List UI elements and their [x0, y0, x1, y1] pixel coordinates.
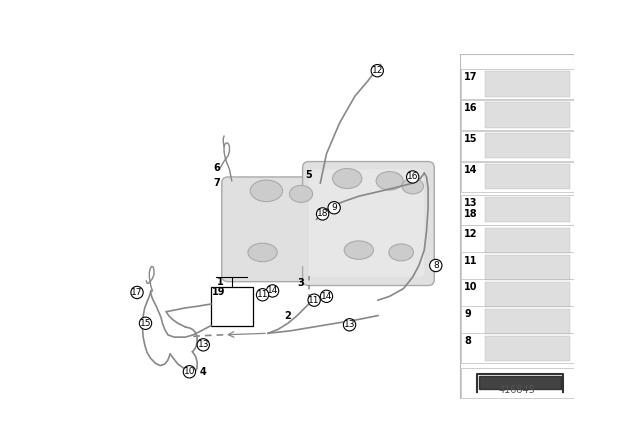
Bar [461, 252, 573, 282]
Bar [485, 102, 570, 128]
Text: 11: 11 [308, 296, 320, 305]
Bar [485, 255, 570, 280]
Text: 8: 8 [464, 336, 471, 346]
Ellipse shape [250, 180, 283, 202]
Text: 15: 15 [140, 319, 151, 328]
Text: 16: 16 [464, 103, 478, 113]
Polygon shape [479, 376, 561, 389]
Ellipse shape [389, 244, 413, 261]
Text: 10: 10 [184, 367, 195, 376]
Text: 11: 11 [464, 255, 478, 266]
Bar [461, 333, 573, 363]
Bar [461, 69, 573, 99]
Bar [485, 72, 570, 97]
Circle shape [140, 317, 152, 329]
Bar [485, 336, 570, 361]
Circle shape [197, 339, 209, 351]
FancyBboxPatch shape [308, 169, 424, 277]
Circle shape [266, 285, 279, 297]
Bar [485, 309, 570, 334]
Text: 14: 14 [267, 286, 278, 295]
Text: 7: 7 [213, 178, 220, 188]
Bar [461, 131, 573, 161]
Text: 17: 17 [131, 288, 143, 297]
FancyBboxPatch shape [303, 162, 435, 285]
Bar [461, 368, 573, 398]
Bar [461, 306, 573, 336]
Bar [485, 133, 570, 159]
Ellipse shape [248, 243, 277, 262]
Text: 9: 9 [464, 310, 471, 319]
Bar [297, 189, 320, 266]
Circle shape [308, 294, 320, 306]
Text: 15: 15 [464, 134, 478, 144]
Text: 4: 4 [200, 367, 207, 377]
Bar [461, 225, 573, 255]
Text: 13: 13 [344, 320, 355, 329]
Circle shape [371, 65, 383, 77]
Circle shape [328, 202, 340, 214]
Ellipse shape [376, 172, 403, 190]
Circle shape [344, 319, 356, 331]
Bar [461, 280, 573, 310]
Bar [461, 162, 573, 192]
Text: 14: 14 [464, 165, 478, 175]
Circle shape [316, 208, 329, 220]
Bar [485, 197, 570, 222]
Text: 416845: 416845 [499, 385, 536, 395]
Circle shape [257, 289, 269, 301]
Text: 14: 14 [321, 292, 332, 301]
Text: 9: 9 [332, 203, 337, 212]
Text: 11: 11 [257, 290, 268, 299]
Circle shape [429, 259, 442, 271]
Ellipse shape [289, 185, 312, 202]
Circle shape [406, 171, 419, 183]
Bar [485, 282, 570, 307]
Text: 8: 8 [433, 261, 438, 270]
Bar [211, 287, 253, 326]
Bar [461, 195, 573, 225]
FancyBboxPatch shape [221, 177, 319, 282]
Text: 13
18: 13 18 [464, 198, 478, 220]
Bar [461, 100, 573, 130]
Text: 10: 10 [464, 282, 478, 293]
Text: 12: 12 [464, 228, 478, 238]
Text: 3: 3 [298, 278, 305, 288]
Bar [485, 164, 570, 190]
Text: 13: 13 [198, 340, 209, 349]
Text: 18: 18 [317, 209, 328, 219]
Text: 2: 2 [285, 310, 291, 321]
Circle shape [183, 366, 196, 378]
Text: 17: 17 [464, 72, 478, 82]
Circle shape [131, 286, 143, 299]
Bar [460, 54, 575, 399]
Text: 6: 6 [213, 163, 220, 173]
Text: 12: 12 [372, 66, 383, 75]
Bar [485, 228, 570, 253]
Text: 19: 19 [212, 288, 225, 297]
Ellipse shape [344, 241, 373, 259]
Ellipse shape [402, 178, 424, 194]
Ellipse shape [333, 168, 362, 189]
Circle shape [320, 290, 333, 302]
Text: 16: 16 [407, 172, 419, 181]
Text: 1: 1 [217, 277, 223, 287]
Text: 5: 5 [305, 170, 312, 180]
